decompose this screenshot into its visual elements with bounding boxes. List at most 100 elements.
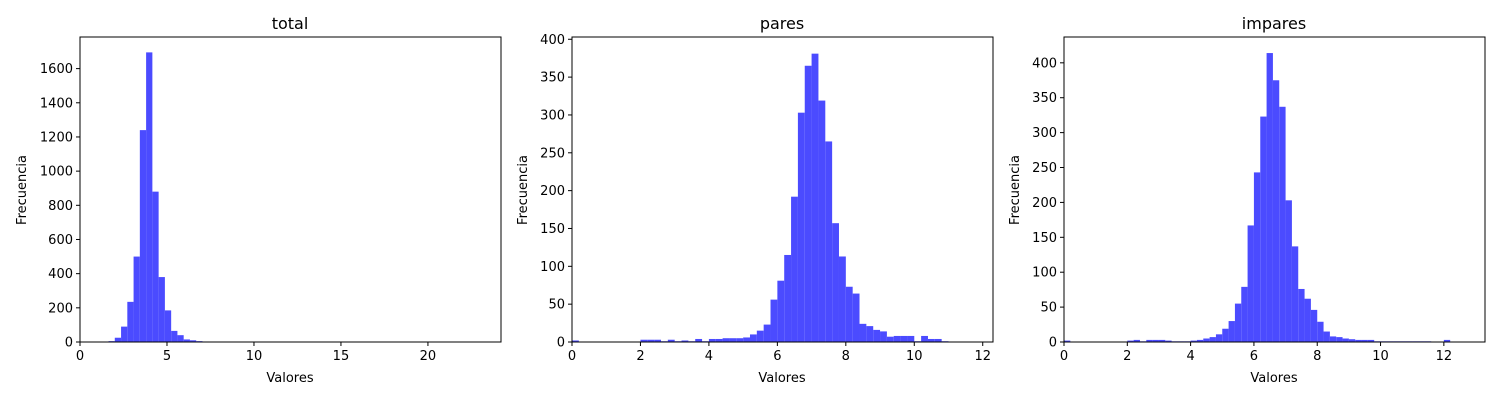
x-tick-label: 2 [636, 349, 644, 364]
y-tick-label: 0 [65, 336, 73, 351]
histogram-bar [140, 130, 146, 342]
histogram-bar [1273, 80, 1279, 342]
histogram-bar [736, 338, 743, 342]
y-tick-label: 200 [1032, 196, 1057, 211]
y-tick-label: 1400 [40, 96, 73, 111]
y-tick-label: 250 [1032, 161, 1057, 176]
histogram-bar [873, 330, 880, 342]
y-tick-label: 0 [1049, 336, 1057, 351]
histogram-bar [115, 338, 121, 342]
y-tick-label: 400 [48, 267, 73, 282]
histogram-bar [750, 334, 757, 342]
histogram-bar [127, 302, 133, 342]
histogram-bar [860, 324, 867, 342]
x-tick-label: 8 [1313, 349, 1321, 364]
x-tick-label: 6 [1250, 349, 1258, 364]
histogram-bar [729, 338, 736, 342]
histogram-bar [1222, 329, 1228, 342]
histogram-bar [1343, 339, 1349, 342]
y-tick-label: 300 [1032, 126, 1057, 141]
histogram-bar [798, 113, 805, 342]
histogram-bar [146, 52, 152, 342]
histogram-bar [907, 336, 914, 342]
y-axis-label: Frecuencia [15, 155, 30, 225]
histogram-bar [1324, 332, 1330, 342]
histogram-bar [839, 256, 846, 342]
y-axis-label: Frecuencia [1008, 155, 1023, 225]
x-tick-label: 0 [1060, 349, 1068, 364]
y-tick-label: 350 [540, 71, 565, 86]
y-tick-label: 50 [548, 298, 565, 313]
histogram-bar [1248, 225, 1254, 342]
histogram-bar [1229, 321, 1235, 342]
y-tick-label: 100 [540, 260, 565, 275]
histogram-bar [1203, 339, 1209, 342]
x-tick-label: 8 [842, 349, 850, 364]
y-tick-label: 250 [540, 146, 565, 161]
histogram-bar [1330, 336, 1336, 342]
histogram-bar [853, 294, 860, 342]
x-tick-label: 2 [1123, 349, 1131, 364]
histogram-bar [1210, 337, 1216, 342]
x-tick-label: 10 [246, 349, 263, 364]
x-tick-label: 10 [906, 349, 923, 364]
histogram-bar [134, 257, 140, 342]
x-tick-label: 4 [1186, 349, 1194, 364]
histogram-bar [771, 300, 778, 342]
y-axis-label: Frecuencia [516, 155, 531, 225]
histogram-bar [1317, 322, 1323, 342]
histogram-bars [109, 52, 241, 342]
y-tick-label: 1600 [40, 62, 73, 77]
histogram-bar [880, 331, 887, 342]
histogram-bar [825, 141, 832, 342]
histogram-bar [743, 337, 750, 342]
histogram-bar [791, 197, 798, 342]
histogram-bar [1241, 287, 1247, 342]
histogram-bar [1216, 334, 1222, 342]
subplot-title: impares [1242, 14, 1306, 33]
y-tick-label: 600 [48, 233, 73, 248]
histogram-bar [866, 326, 873, 342]
x-axis-label: Valores [1250, 371, 1297, 386]
histogram-bar [818, 101, 825, 342]
y-tick-label: 100 [1032, 266, 1057, 281]
histogram-bar [152, 192, 158, 342]
x-tick-label: 15 [333, 349, 350, 364]
histogram-bar [1260, 117, 1266, 342]
y-tick-label: 1200 [40, 130, 73, 145]
histogram-bar [121, 327, 127, 342]
histogram-bar [1298, 289, 1304, 342]
y-tick-label: 150 [1032, 231, 1057, 246]
x-tick-label: 10 [1372, 349, 1389, 364]
histogram-bar [887, 337, 894, 342]
x-tick-label: 6 [773, 349, 781, 364]
y-tick-label: 200 [48, 301, 73, 316]
histogram-bars [1064, 53, 1450, 342]
histogram-bar [1336, 337, 1342, 342]
histogram-bar [171, 331, 177, 342]
y-tick-label: 150 [540, 222, 565, 237]
histogram-bar [1267, 53, 1273, 342]
x-tick-label: 5 [163, 349, 171, 364]
x-axis-label: Valores [266, 371, 313, 386]
histogram-bar [764, 325, 771, 342]
x-tick-label: 0 [568, 349, 576, 364]
histogram-bar [784, 255, 791, 342]
histogram-bar [1279, 107, 1285, 342]
histogram-bar [921, 336, 928, 342]
histogram-bar [1292, 246, 1298, 342]
y-tick-label: 350 [1032, 91, 1057, 106]
x-tick-label: 20 [420, 349, 437, 364]
histogram-bar [723, 338, 730, 342]
x-tick-label: 12 [1436, 349, 1453, 364]
histogram-bar [846, 287, 853, 342]
histogram-bar [159, 277, 165, 342]
histogram-bar [757, 331, 764, 342]
histogram-bar [165, 310, 171, 342]
histogram-bar [1311, 310, 1317, 342]
histogram-bar [1254, 172, 1260, 342]
